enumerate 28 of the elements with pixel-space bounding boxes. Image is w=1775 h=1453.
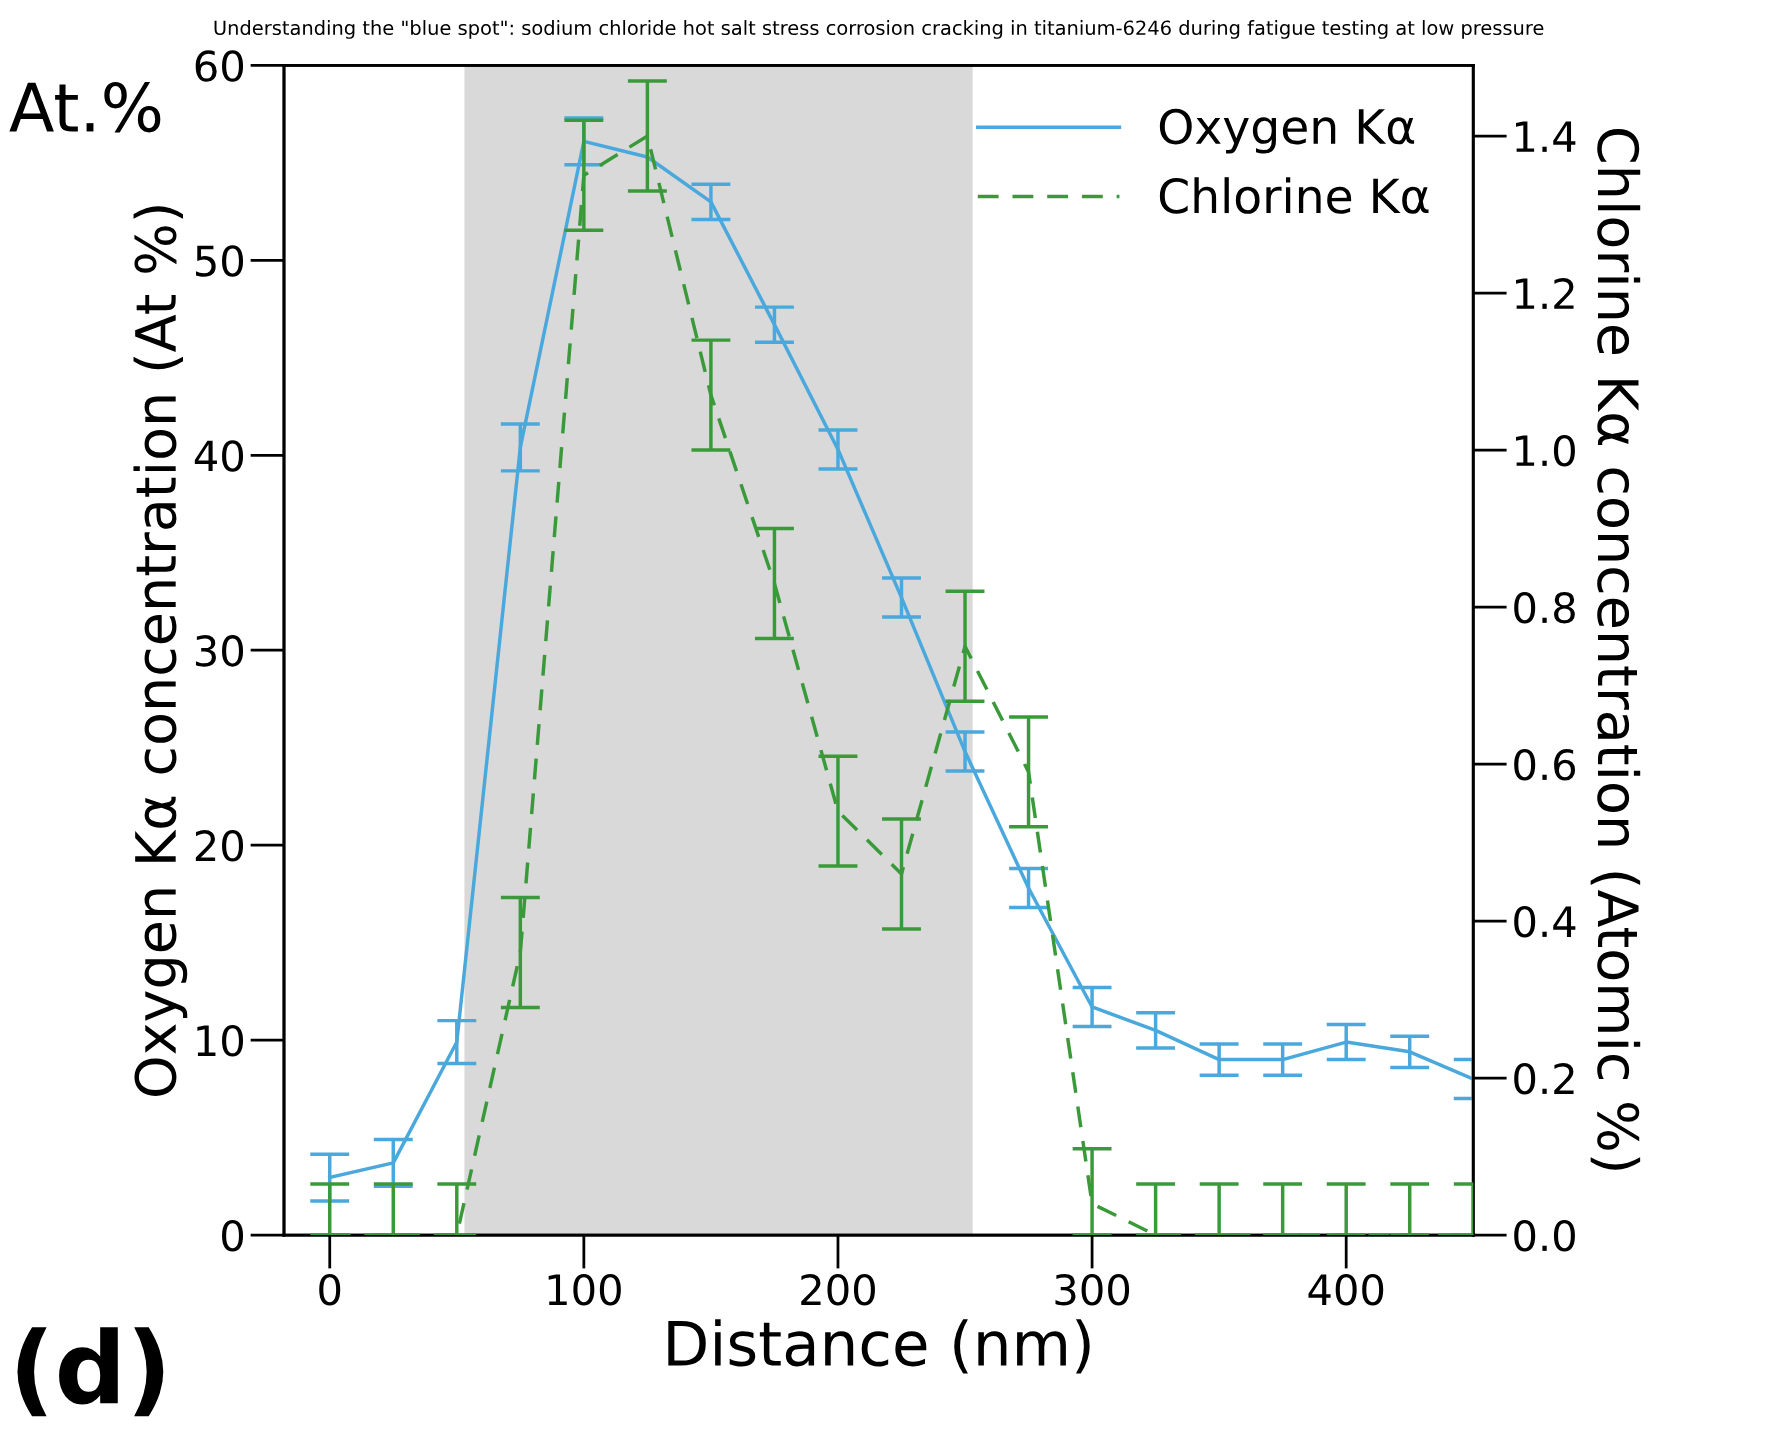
y2-tick-label: 1.4 (1516, 121, 1576, 152)
x-axis-title: Distance (nm) (668, 1319, 1090, 1374)
y-tick-label: 20 (195, 830, 244, 862)
y2-tick-label: 0.0 (1514, 1219, 1575, 1252)
x-tick-label: 400 (1308, 1273, 1384, 1306)
text: (d) (17, 1327, 164, 1417)
x-tick-label: 0 (319, 1273, 341, 1306)
text: At.% (9, 81, 161, 133)
y2-tick-label: 0.4 (1514, 905, 1576, 938)
x-tick-label: 300 (1055, 1273, 1130, 1306)
x-tick-label: 100 (548, 1273, 621, 1306)
y-tick-label: 60 (195, 50, 244, 82)
y2-tick-label: 1.0 (1516, 434, 1575, 467)
legend-label: Chlorine Kα (1159, 177, 1429, 214)
y-tick-label: 0 (222, 1219, 244, 1252)
x-tick-label: 200 (801, 1273, 875, 1306)
y-tick-label: 40 (194, 440, 244, 472)
y-tick-label: 50 (196, 245, 244, 277)
y2-axis-title: Chlorine Kα concentration (Atomic %) (1590, 129, 1641, 1170)
y2-tick-label: 0.2 (1514, 1062, 1574, 1095)
legend-label: Oxygen Kα (1159, 108, 1415, 154)
y2-tick-label: 0.6 (1514, 748, 1576, 781)
chart-title: Understanding the "blue spot": sodium chloride hot salt stress corrosion cracking in titanium-6246 during fatigue testing at low pressure (214, 20, 1544, 39)
y-tick-label: 30 (195, 635, 244, 667)
y2-tick-label: 0.8 (1514, 591, 1575, 624)
y-axis-title: Oxygen Kα concentration (At %) (133, 206, 188, 1096)
y2-tick-label: 1.2 (1516, 277, 1574, 309)
y-tick-label: 10 (197, 1025, 244, 1057)
